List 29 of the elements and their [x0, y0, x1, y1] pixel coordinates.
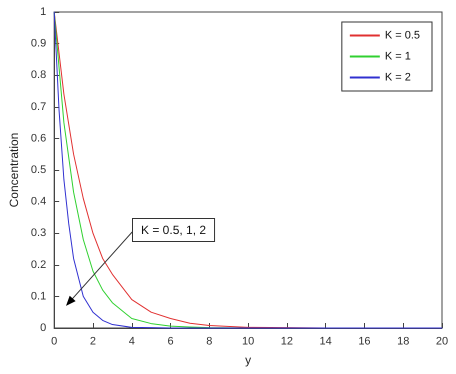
- legend-label: K = 2: [384, 72, 411, 84]
- x-tick-label: 14: [320, 336, 332, 348]
- x-tick-label: 16: [358, 336, 371, 348]
- y-tick-label: 0: [40, 322, 46, 334]
- x-tick-label: 4: [128, 336, 135, 348]
- y-tick-label: 0.2: [30, 258, 46, 271]
- x-tick-label: 12: [280, 336, 293, 348]
- x-tick-label: 10: [242, 336, 254, 348]
- legend-label: K = 0.5: [384, 30, 420, 42]
- y-tick-label: 0.6: [30, 132, 46, 144]
- x-tick-label: 2: [90, 336, 96, 348]
- y-tick-label: 0.4: [30, 196, 46, 208]
- legend-label: K = 1: [384, 50, 411, 62]
- y-tick-label: 0.1: [30, 290, 46, 302]
- x-tick-label: 8: [206, 336, 212, 348]
- x-tick-label: 6: [167, 336, 174, 348]
- y-tick-label: 0.7: [30, 100, 46, 113]
- y-tick-label: 0.9: [30, 38, 46, 50]
- x-axis-title: y: [245, 353, 252, 367]
- x-tick-label: 20: [436, 336, 448, 348]
- y-tick-label: 0.3: [30, 227, 46, 240]
- y-axis-title: Concentration: [7, 132, 21, 208]
- y-tick-label: 0.5: [30, 164, 46, 176]
- y-tick-label: 0.8: [30, 69, 46, 82]
- line-series: [54, 12, 442, 328]
- x-tick-label: 0: [51, 336, 58, 348]
- annotation: K = 0.5, 1, 2: [141, 223, 206, 237]
- y-tick-label: 1: [40, 6, 46, 18]
- x-tick-label: 18: [397, 336, 410, 348]
